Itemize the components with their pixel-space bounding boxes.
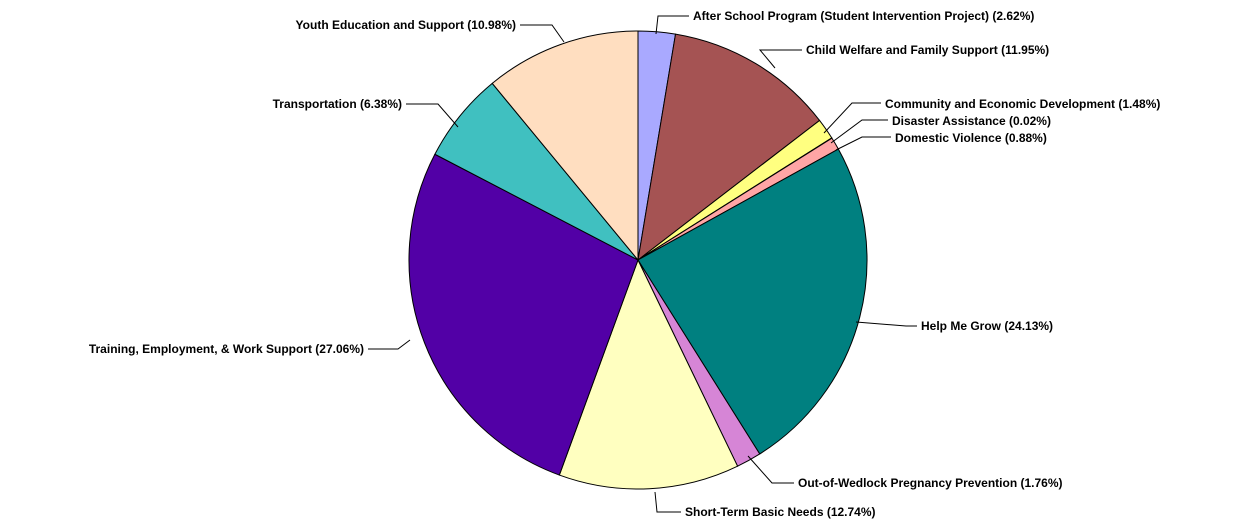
leader-line-7 xyxy=(654,491,681,513)
pie-slice-1 xyxy=(637,33,821,262)
leader-line-4 xyxy=(835,136,891,151)
slice-label-5: Help Me Grow (24.13%) xyxy=(921,319,1053,333)
pie-slice-7 xyxy=(558,258,739,490)
slice-label-9: Transportation (6.38%) xyxy=(273,97,402,111)
pie-slices xyxy=(408,30,868,490)
slice-label-6: Out-of-Wedlock Pregnancy Prevention (1.7… xyxy=(798,476,1063,490)
slice-label-2: Community and Economic Development (1.48… xyxy=(885,97,1160,111)
leader-line-9 xyxy=(406,103,459,128)
leader-line-6 xyxy=(747,455,794,484)
leader-line-8 xyxy=(368,339,411,350)
slice-label-0: After School Program (Student Interventi… xyxy=(693,9,1034,23)
slice-label-4: Domestic Violence (0.88%) xyxy=(895,131,1047,145)
slice-label-1: Child Welfare and Family Support (11.95%… xyxy=(806,43,1049,57)
slice-labels: After School Program (Student Interventi… xyxy=(89,9,1161,519)
slice-label-10: Youth Education and Support (10.98%) xyxy=(296,18,516,32)
pie-slice-5 xyxy=(637,148,868,455)
leader-line-1 xyxy=(758,49,802,69)
leader-line-2 xyxy=(823,102,881,134)
leader-line-0 xyxy=(655,15,689,35)
slice-label-8: Training, Employment, & Work Support (27… xyxy=(89,342,364,356)
leader-lines xyxy=(368,15,917,513)
slice-label-3: Disaster Assistance (0.02%) xyxy=(892,114,1051,128)
leader-line-3 xyxy=(830,119,888,144)
pie-slice-8 xyxy=(408,153,639,476)
leader-line-10 xyxy=(520,24,565,43)
pie-slice-10 xyxy=(491,30,639,262)
leader-line-5 xyxy=(855,321,917,327)
slice-label-7: Short-Term Basic Needs (12.74%) xyxy=(685,505,876,519)
